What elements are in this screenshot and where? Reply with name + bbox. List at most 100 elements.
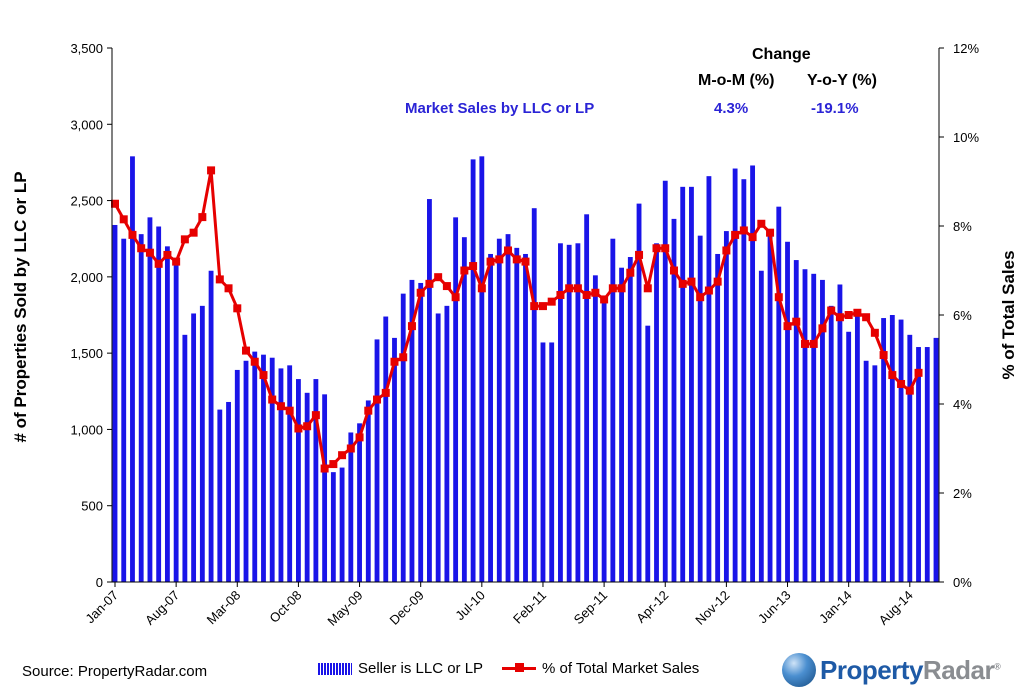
bar [226,401,231,582]
y-tick-label: 0 [96,575,103,590]
bar [173,263,179,582]
globe-icon [782,653,816,687]
bar [872,365,878,582]
bar [584,214,590,583]
bar [697,235,703,582]
pct-point [111,199,119,208]
bar [767,235,773,582]
bar [374,339,380,582]
y2-tick-label: 8% [953,219,972,234]
pct-point [626,268,635,277]
bar [662,180,668,583]
bar [793,260,799,582]
bar [523,253,528,582]
bar [601,298,607,582]
legend-bar-label: Seller is LLC or LP [358,660,484,677]
x-tick-label: May-09 [324,588,365,629]
y2-tick-label: 10% [953,130,979,145]
bar [418,282,424,582]
change-header: Change [752,46,811,63]
pct-point [704,286,713,295]
pct-point [390,357,399,366]
y2-axis-title: % of Total Sales [999,250,1018,379]
pct-point [617,284,626,293]
bar [898,319,904,582]
pct-point [276,402,285,411]
yoy-header: Y-o-Y (%) [807,72,877,89]
y-tick-label: 1,500 [70,346,103,361]
y-tick-label: 3,500 [70,41,103,56]
bar [854,311,860,582]
bar [296,379,301,582]
bar [365,400,371,582]
pct-point [338,451,347,460]
pct-point [862,313,871,322]
series-label: Market Sales by LLC or LP [405,100,595,117]
bar [575,243,581,583]
bar [706,176,712,582]
bar [531,208,537,582]
pct-point [285,406,294,415]
bar [409,279,415,582]
pct-point [538,302,547,311]
pct-point [425,279,434,288]
bar [112,224,118,583]
pct-point [364,406,373,415]
legend-bar-swatch [318,662,352,675]
pct-point [678,279,687,288]
pct-point [145,248,154,257]
pct-point [722,246,731,255]
pct-point [381,388,390,397]
bar [287,365,293,582]
x-tick-label: Apr-12 [633,588,671,626]
bar [916,347,921,582]
bar [348,432,354,582]
bar [811,273,817,582]
bar [741,179,747,582]
pct-point [748,233,757,242]
pct-point [355,433,364,442]
bar [802,269,808,582]
x-tick-label: Jan-14 [816,588,855,627]
x-tick-label: Sep-11 [571,588,611,628]
bar [435,313,441,582]
pct-point [792,317,801,326]
pct-point [294,424,303,433]
pct-point [434,273,443,282]
bar [357,423,362,582]
pct-point [512,255,521,264]
pct-point [320,464,329,473]
bar [383,316,389,582]
pct-point [731,230,740,239]
bar [924,347,930,582]
propertyradar-logo: PropertyRadar® [782,653,1001,687]
x-tick-label: Dec-09 [387,588,427,628]
bar [339,467,345,582]
pct-point [547,297,556,306]
bar [758,270,764,582]
bar [732,168,738,582]
pct-point [137,244,146,253]
bar [680,186,686,582]
bar [933,337,939,582]
bar [566,244,572,582]
y-tick-label: 1,000 [70,422,103,437]
bar [689,186,694,582]
bar [610,238,616,582]
bar [636,203,642,582]
y2-tick-label: 6% [953,308,972,323]
bar [138,234,144,582]
pct-point [242,346,251,355]
pct-point [635,250,644,259]
pct-point [827,306,836,315]
bar [252,351,258,582]
bar [243,360,249,582]
pct-point [469,262,478,271]
bar [392,337,397,582]
bar [820,279,825,582]
bar [619,267,624,582]
pct-point [818,324,827,333]
bar [496,238,502,582]
x-tick-label: Jan-07 [82,588,121,627]
pct-point [809,339,818,348]
